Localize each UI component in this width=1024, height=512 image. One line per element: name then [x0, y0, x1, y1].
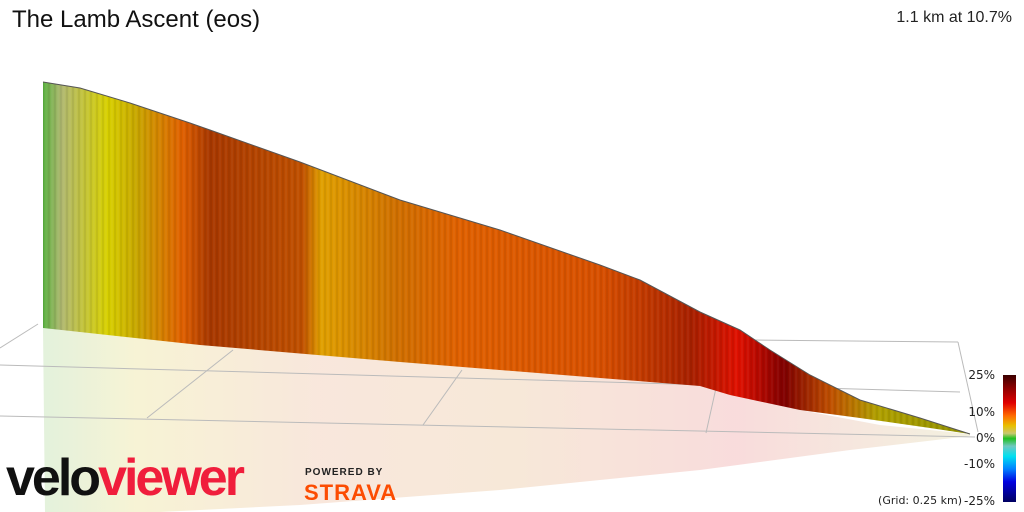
legend-label-0: 0% — [975, 431, 995, 445]
legend-label-25: 25% — [968, 368, 995, 382]
profile-reflection — [43, 328, 970, 512]
gradient-colorbar — [1003, 375, 1016, 502]
strava-logo: STRAVA — [304, 480, 398, 505]
profile-top-edge — [42, 81, 971, 435]
legend-label-neg25: -25% — [963, 494, 995, 508]
legend-label-neg10: -10% — [963, 457, 995, 471]
grid-lines — [0, 323, 979, 438]
legend-label-10: 10% — [968, 405, 995, 419]
segment-title: The Lamb Ascent (eos) — [12, 6, 261, 33]
grid-note: (Grid: 0.25 km) — [878, 494, 962, 507]
segment-summary: 1.1 km at 10.7% — [896, 9, 1012, 26]
powered-by-label: POWERED BY — [305, 467, 384, 478]
veloviewer-logo: veloviewer — [6, 449, 245, 507]
